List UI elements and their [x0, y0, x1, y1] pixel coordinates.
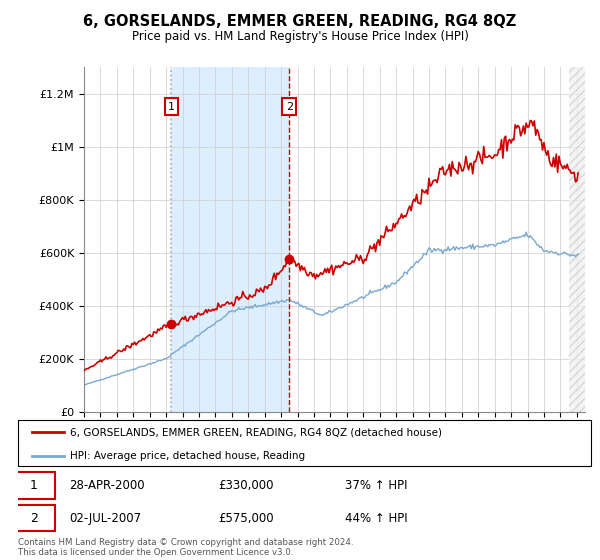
- Text: 44% ↑ HPI: 44% ↑ HPI: [344, 512, 407, 525]
- Text: HPI: Average price, detached house, Reading: HPI: Average price, detached house, Read…: [70, 451, 305, 461]
- Text: 1: 1: [30, 479, 38, 492]
- Text: 6, GORSELANDS, EMMER GREEN, READING, RG4 8QZ: 6, GORSELANDS, EMMER GREEN, READING, RG4…: [83, 14, 517, 29]
- FancyBboxPatch shape: [12, 472, 55, 498]
- FancyBboxPatch shape: [18, 420, 591, 466]
- Text: 02-JUL-2007: 02-JUL-2007: [70, 512, 142, 525]
- Text: 28-APR-2000: 28-APR-2000: [70, 479, 145, 492]
- Bar: [172, 67, 289, 412]
- Text: Price paid vs. HM Land Registry's House Price Index (HPI): Price paid vs. HM Land Registry's House …: [131, 30, 469, 43]
- Text: 6, GORSELANDS, EMMER GREEN, READING, RG4 8QZ (detached house): 6, GORSELANDS, EMMER GREEN, READING, RG4…: [70, 427, 442, 437]
- Text: 2: 2: [30, 512, 38, 525]
- Text: £330,000: £330,000: [218, 479, 274, 492]
- Text: 37% ↑ HPI: 37% ↑ HPI: [344, 479, 407, 492]
- Text: Contains HM Land Registry data © Crown copyright and database right 2024.
This d: Contains HM Land Registry data © Crown c…: [18, 538, 353, 557]
- Text: £575,000: £575,000: [218, 512, 274, 525]
- FancyBboxPatch shape: [12, 505, 55, 531]
- Bar: [569, 67, 585, 412]
- Text: 1: 1: [168, 102, 175, 112]
- Text: 2: 2: [286, 102, 293, 112]
